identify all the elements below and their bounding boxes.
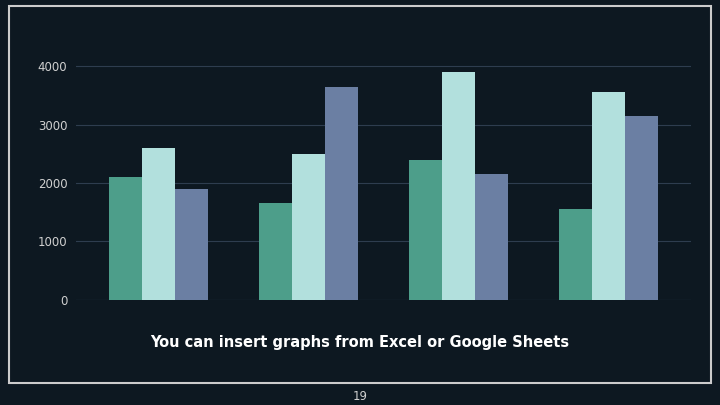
Bar	[625, 116, 658, 300]
Bar	[142, 148, 175, 300]
Bar	[175, 189, 208, 300]
Bar	[475, 174, 508, 300]
Bar	[592, 92, 625, 300]
Bar	[325, 87, 358, 300]
Bar	[442, 72, 475, 300]
Bar	[258, 203, 292, 300]
Bar	[559, 209, 592, 300]
Bar	[292, 154, 325, 300]
Bar	[409, 160, 442, 300]
Text: You can insert graphs from Excel or Google Sheets: You can insert graphs from Excel or Goog…	[150, 335, 570, 350]
Bar	[109, 177, 142, 300]
Text: 19: 19	[353, 390, 367, 403]
